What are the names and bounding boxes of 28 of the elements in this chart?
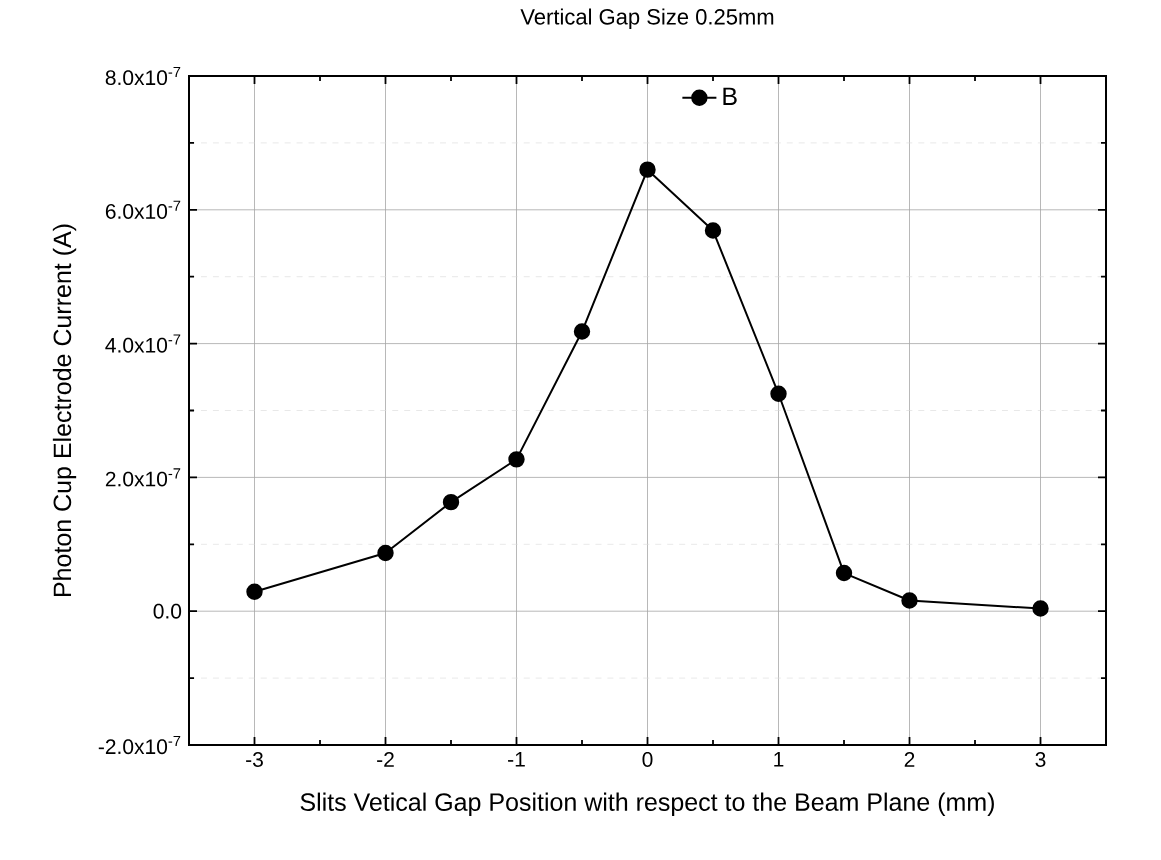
x-tick-label: 1 <box>774 752 784 767</box>
point <box>639 161 656 178</box>
y-tick-label: 0.0 <box>153 603 182 619</box>
x-tick-label: -1 <box>508 752 525 767</box>
point <box>1032 600 1049 617</box>
point <box>246 583 263 600</box>
y-tick-label: 8.0x10$^{-7}$ <box>105 66 181 86</box>
chart-title: Vertical Gap Size 0.25mm <box>520 8 774 29</box>
point <box>835 564 853 582</box>
point <box>377 544 394 562</box>
y-tick-label: 6.0x10$^{-7}$ <box>105 200 181 219</box>
x-tick-label: 2 <box>904 752 915 767</box>
x-axis-title: Slits Vetical Gap Position with respect to the Beam Plane (mm) <box>300 792 994 816</box>
y-tick-label: -2.0x10$^{-7}$ <box>98 735 181 755</box>
legend-label: B <box>723 87 737 105</box>
y-tick-label: 2.0x10$^{-7}$ <box>105 468 181 487</box>
x-tick-label: 0 <box>642 752 653 767</box>
point <box>704 222 722 239</box>
y-tick-label: 4.0x10$^{-7}$ <box>105 334 181 353</box>
x-tick-label: 3 <box>1035 752 1046 767</box>
x-tick-label: -2 <box>377 752 394 767</box>
point <box>442 493 460 511</box>
x-tick-label: -3 <box>246 752 263 767</box>
point <box>573 323 591 340</box>
point <box>770 385 787 402</box>
point <box>901 592 918 609</box>
point <box>508 451 525 468</box>
y-axis-title: Photon Cup Electrode Current (A) <box>52 224 77 597</box>
